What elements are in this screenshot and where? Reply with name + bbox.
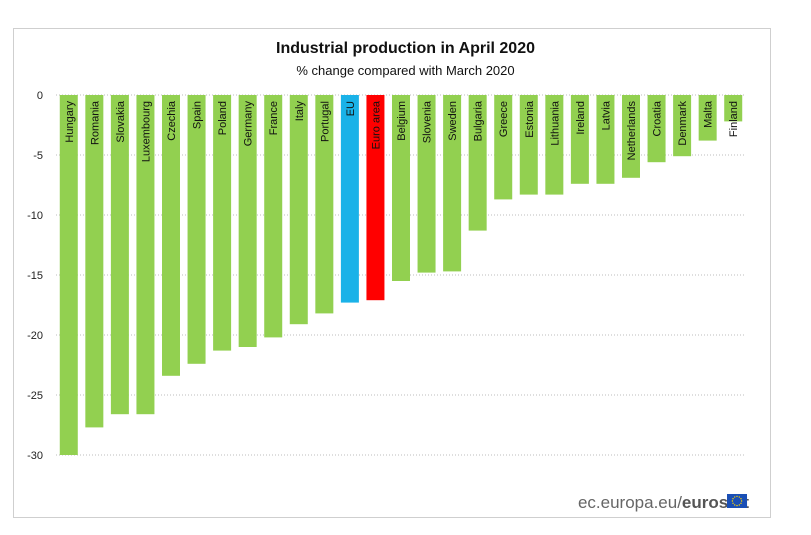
category-label-eu: EU <box>345 101 357 116</box>
flag-star <box>738 496 740 498</box>
category-label-hungary: Hungary <box>64 101 76 143</box>
chart-frame <box>13 28 771 518</box>
category-label-euro-area: Euro area <box>370 100 382 149</box>
bar-malta <box>698 95 717 141</box>
category-label-sweden: Sweden <box>447 101 459 141</box>
y-tick-label: -30 <box>27 450 43 462</box>
bar-ireland <box>570 95 589 184</box>
category-label-lithuania: Lithuania <box>549 100 561 146</box>
category-label-spain: Spain <box>192 101 204 129</box>
category-label-finland: Finland <box>728 101 740 137</box>
bar-spain <box>187 95 206 364</box>
flag-star <box>740 502 742 504</box>
bar-estonia <box>519 95 538 195</box>
category-label-czechia: Czechia <box>166 100 178 141</box>
y-tick-label: -5 <box>33 150 43 162</box>
category-label-ireland: Ireland <box>575 101 587 135</box>
bar-eu <box>340 95 359 303</box>
bar-sweden <box>443 95 462 272</box>
bar-hungary <box>59 95 78 455</box>
bar-lithuania <box>545 95 564 195</box>
y-tick-label: -15 <box>27 270 43 282</box>
bar-germany <box>238 95 257 347</box>
bar-poland <box>213 95 232 351</box>
bar-france <box>264 95 283 338</box>
flag-star <box>732 498 734 500</box>
category-label-netherlands: Netherlands <box>626 101 638 161</box>
category-label-estonia: Estonia <box>524 100 536 138</box>
bar-belgium <box>392 95 410 281</box>
category-label-greece: Greece <box>498 101 510 137</box>
flag-star <box>740 500 743 502</box>
bar-czechia <box>162 95 180 376</box>
flag-star <box>732 502 734 504</box>
category-labels: Hungary Romania Slovakia Luxembourg Czechia S… <box>64 100 740 162</box>
source-domain: ec.europa.eu/ <box>577 493 682 512</box>
category-label-poland: Poland <box>217 101 229 135</box>
y-tick-label: -20 <box>27 330 43 342</box>
category-label-france: France <box>268 101 280 135</box>
bar-croatia <box>647 95 666 163</box>
bar-netherlands <box>622 95 640 178</box>
category-label-malta: Malta <box>703 100 715 128</box>
category-label-portugal: Portugal <box>319 101 331 142</box>
bar-luxembourg <box>136 95 155 415</box>
bar-romania <box>85 95 104 428</box>
category-label-luxembourg: Luxembourg <box>140 101 152 162</box>
flag-star <box>734 496 736 498</box>
category-label-belgium: Belgium <box>396 101 408 141</box>
flag-star <box>740 498 742 500</box>
category-label-denmark: Denmark <box>677 101 689 146</box>
flag-field <box>727 494 747 508</box>
chart-title: Industrial production in April 2020 <box>276 40 535 57</box>
bar-euro-area <box>366 95 385 301</box>
category-label-bulgaria: Bulgaria <box>473 100 485 141</box>
bar-latvia <box>596 95 615 184</box>
bar-slovakia <box>110 95 129 415</box>
flag-star <box>736 495 738 498</box>
y-tick-label: 0 <box>37 90 43 102</box>
category-label-italy: Italy <box>294 101 306 122</box>
bar-portugal <box>315 95 334 314</box>
category-label-slovakia: Slovakia <box>115 100 127 142</box>
category-label-romania: Romania <box>89 100 101 145</box>
flag-star <box>738 504 740 506</box>
category-label-slovenia: Slovenia <box>422 100 434 143</box>
category-label-croatia: Croatia <box>652 100 664 136</box>
eu-flag-icon <box>727 494 747 508</box>
bar-italy <box>289 95 308 325</box>
flag-star <box>736 504 738 507</box>
bar-bulgaria <box>468 95 487 231</box>
y-tick-label: -25 <box>27 390 43 402</box>
category-label-germany: Germany <box>243 101 255 147</box>
bar-greece <box>494 95 513 200</box>
chart-subtitle: % change compared with March 2020 <box>296 63 515 78</box>
category-label-latvia: Latvia <box>600 100 612 130</box>
bar-slovenia <box>417 95 436 273</box>
bars <box>59 95 743 455</box>
y-tick-label: -10 <box>27 210 43 222</box>
bar-finland <box>724 95 743 122</box>
y-axis: 0 -5 -10 -15 -20 -25 -30 <box>27 90 43 462</box>
flag-star <box>734 504 736 506</box>
bar-denmark <box>673 95 692 157</box>
source-credit: ec.europa.eu/eurostat <box>578 493 749 513</box>
flag-star <box>731 500 734 502</box>
